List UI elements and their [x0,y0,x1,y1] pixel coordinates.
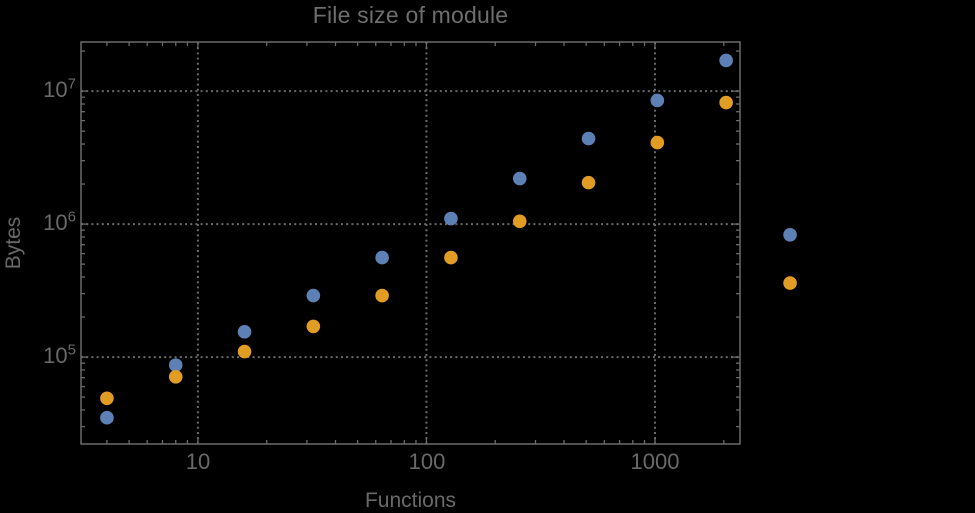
data-point-orange [783,276,797,290]
data-point-blue [650,93,665,108]
data-point-orange [444,250,458,265]
data-point-orange [100,391,114,406]
data-point-orange [306,319,321,334]
data-point-blue [375,250,389,265]
y-tick-base: 10 [43,210,68,235]
data-point-orange [375,288,389,303]
data-point-blue [719,53,733,68]
y-tick-label-1e7: 107 [12,75,76,102]
data-point-orange [650,135,665,150]
data-point-blue [100,410,114,425]
y-axis-label: Bytes [2,216,25,270]
x-tick-label-10: 10 [185,449,211,474]
data-point-blue [306,288,321,303]
y-tick-label-1e6: 106 [12,208,76,235]
data-point-blue [237,324,252,339]
data-point-orange [581,175,596,190]
data-point-blue [444,211,458,226]
data-point-blue [783,228,797,242]
y-tick-exponent: 6 [67,208,76,226]
data-point-blue [512,171,527,186]
y-tick-base: 10 [43,77,68,102]
data-point-blue [168,358,183,372]
y-tick-base: 10 [43,343,68,368]
chart-title: File size of module [312,2,509,28]
data-point-orange [719,95,733,110]
x-axis-label: Functions [364,489,457,512]
x-tick-label-1000: 1000 [630,449,680,474]
y-tick-exponent: 5 [67,341,76,359]
y-tick-exponent: 7 [67,75,76,93]
data-point-orange [237,344,252,359]
data-point-orange [168,370,183,384]
x-tick-label-100: 100 [408,449,446,474]
y-tick-label-1e5: 105 [12,341,76,368]
data-point-orange [512,214,527,229]
data-point-blue [581,131,596,146]
plot-frame [80,41,741,445]
